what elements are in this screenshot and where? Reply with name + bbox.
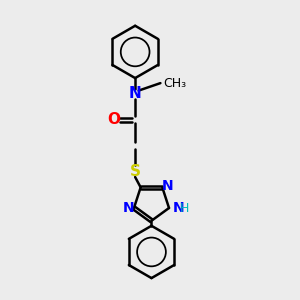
Text: N: N — [123, 201, 134, 215]
Text: N: N — [162, 179, 173, 193]
Text: O: O — [107, 112, 120, 127]
Text: S: S — [130, 164, 141, 178]
Text: N: N — [129, 86, 142, 101]
Text: CH₃: CH₃ — [164, 76, 187, 90]
Text: N: N — [173, 201, 184, 215]
Text: H: H — [180, 202, 189, 214]
